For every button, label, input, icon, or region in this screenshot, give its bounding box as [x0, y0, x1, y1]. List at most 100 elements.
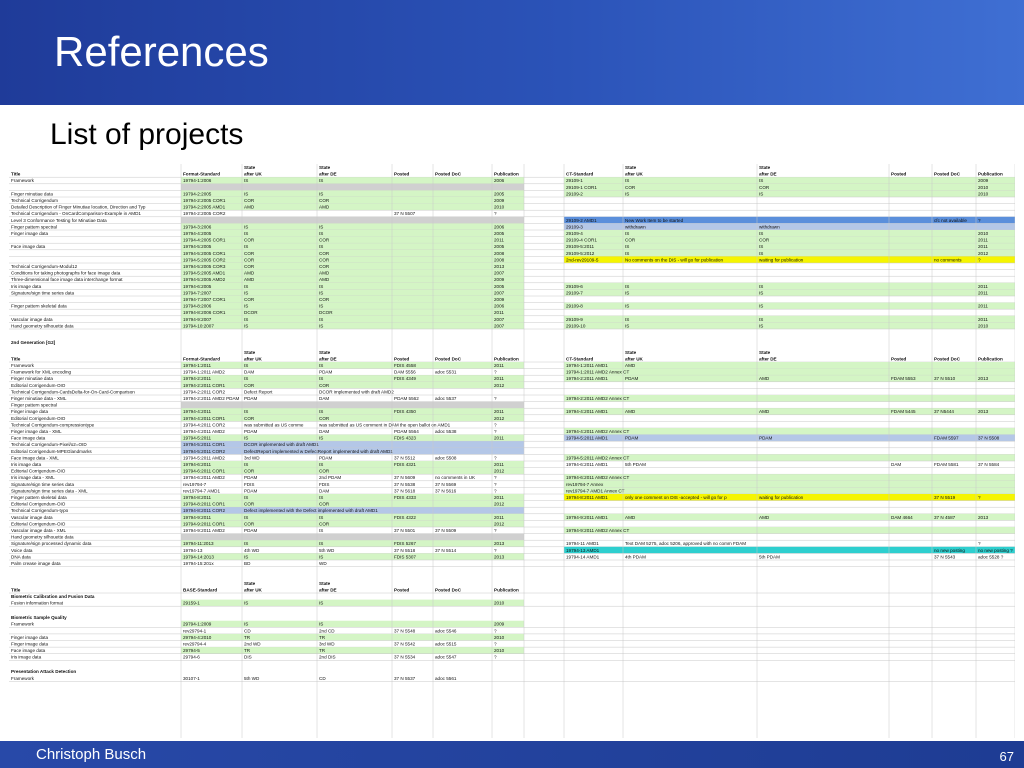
row-cell-left: COR: [319, 502, 330, 507]
row-fill-left: [181, 533, 524, 541]
row-cell-right: 37 N 5543: [934, 554, 956, 559]
row-cell-left: 19794-9:2007: [183, 317, 212, 322]
section-heading: 2nd Generation [G2]: [11, 340, 56, 345]
row-cell-right: 29109-9: [566, 317, 583, 322]
row-cell-left: AMD: [319, 205, 330, 210]
row-cell-left: 19794-2:2011: [183, 376, 211, 381]
row-cell-left: IS: [244, 376, 248, 381]
row-cell-left: AMD: [319, 271, 330, 276]
row-title: Iris image data - XML: [11, 475, 55, 480]
header-after-uk: after UK: [625, 356, 644, 361]
row-fill-left: [181, 362, 524, 369]
row-cell-right: 37 N 5510: [934, 376, 956, 381]
row-cell-left: was submitted as US comme: [244, 422, 304, 427]
row-fill-left: [181, 256, 524, 263]
row-cell-left: PDAM: [244, 475, 257, 480]
header-after-de: after DE: [759, 356, 777, 361]
row-cell-left: 2006: [494, 304, 505, 309]
header-posted: Posted: [394, 172, 410, 177]
row-fill-left: [181, 230, 524, 237]
row-cell-left: ?: [494, 475, 497, 480]
row-cell-left: IS: [244, 284, 248, 289]
row-title: Technical Corrigendum-typo: [11, 508, 69, 513]
row-title: Face image data: [11, 648, 46, 653]
row-cell-right: adoc 5528 ?: [978, 554, 1004, 559]
row-title: Editorial Corrigendum-OIO: [11, 521, 66, 526]
row-cell-right: cfc not available: [934, 218, 967, 223]
row-cell-left: IS: [244, 317, 248, 322]
row-cell-left: IS: [244, 304, 248, 309]
row-cell-left: DCOR: [244, 310, 258, 315]
row-cell-right: waiting for publication: [759, 257, 804, 262]
row-cell-left: 19794-8:2011 COR1: [183, 502, 225, 507]
row-cell-left: AMD: [244, 271, 255, 276]
row-cell-left: IS: [244, 622, 248, 627]
row-cell-right: Text DAM 5275, adoc 5206, approved with …: [625, 541, 746, 546]
row-cell-right: IS: [625, 284, 629, 289]
row-title: Finger minutiae data - XML: [11, 396, 67, 401]
row-cell-left: ?: [494, 642, 497, 647]
row-title: Technical Corrigendum: [11, 198, 58, 203]
row-cell-right: 19794-1:2011 AMD2 Annex CT: [566, 370, 629, 375]
header-state: State: [759, 165, 771, 170]
row-title: Three-dimensional face image data interc…: [11, 277, 123, 282]
row-cell-left: 19794-5:2011 AMD2: [183, 455, 225, 460]
header-state: State: [244, 350, 256, 355]
row-cell-left: 29794-1:2009: [183, 622, 212, 627]
footer-bar: Christoph Busch 67: [0, 741, 1024, 768]
row-cell-right: rev19794-7 Annex: [566, 482, 604, 487]
header-title: Title: [11, 172, 21, 177]
row-fill-right: [564, 546, 1015, 554]
row-cell-left: FDIS 4323: [394, 436, 416, 441]
row-cell-right: 37 N5444: [934, 409, 954, 414]
row-cell-left: 19794-13: [183, 548, 203, 553]
row-cell-left: 19794-8:2011 COR2: [183, 508, 225, 513]
header-posted-doc: Posted DoC: [435, 356, 462, 361]
row-title: Signature/sign time series data - XML: [11, 488, 88, 493]
row-cell-left: AMD: [319, 277, 330, 282]
row-cell-left: IS: [319, 554, 323, 559]
row-cell-left: IS: [244, 191, 248, 196]
row-cell-right: 2011: [978, 244, 988, 249]
row-cell-right: 19794-2:2011 AMD1: [566, 376, 608, 381]
row-cell-left: 19794-5:2005: [183, 244, 212, 249]
row-cell-left: IS: [319, 363, 323, 368]
row-title: Voice data: [11, 548, 33, 553]
row-cell-left: CD: [319, 676, 326, 681]
row-cell-left: ?: [494, 370, 497, 375]
row-cell-left: rev19794-7 AMD1: [183, 488, 220, 493]
row-fill-right: [564, 362, 1015, 369]
row-fill-left: [181, 216, 524, 224]
row-title: Finger image data - XML: [11, 429, 62, 434]
row-cell-left: COR: [244, 257, 255, 262]
row-cell-right: 4th PDAM: [625, 554, 646, 559]
row-title: Finger image data: [11, 642, 48, 647]
row-fill-right: [564, 375, 1015, 382]
row-cell-left: PDAM: [244, 488, 257, 493]
row-cell-left: adoc 5546: [435, 628, 457, 633]
row-cell-left: 2005: [494, 284, 505, 289]
header-state: State: [625, 350, 637, 355]
row-cell-left: PDAM: [319, 455, 332, 460]
row-fill-left: [181, 375, 524, 382]
row-cell-right: IS: [625, 304, 629, 309]
row-cell-right: 37 N 5508: [978, 436, 1000, 441]
row-cell-right: IS: [625, 178, 629, 183]
row-fill-left: [181, 553, 524, 560]
row-title: Finger minutiae data: [11, 376, 53, 381]
row-cell-left: IS: [319, 409, 323, 414]
projects-spreadsheet: State State State State Title Format-Standard…: [9, 164, 1015, 738]
row-cell-left: 2011: [494, 238, 504, 243]
row-cell-left: ?: [494, 548, 497, 553]
row-cell-right: IS: [759, 191, 763, 196]
row-cell-right: AMD: [759, 409, 770, 414]
row-cell-right: 29109-5:2012: [566, 251, 595, 256]
row-cell-left: COR: [319, 416, 330, 421]
row-fill-left: [181, 513, 524, 521]
row-cell-left: IS: [319, 436, 323, 441]
row-cell-left: rev19794-7: [183, 482, 207, 487]
row-cell-right: withdrawn: [759, 224, 780, 229]
row-cell-right: AMD: [625, 515, 636, 520]
row-cell-left: 37 N 5569: [435, 482, 457, 487]
row-cell-left: COR: [319, 469, 330, 474]
